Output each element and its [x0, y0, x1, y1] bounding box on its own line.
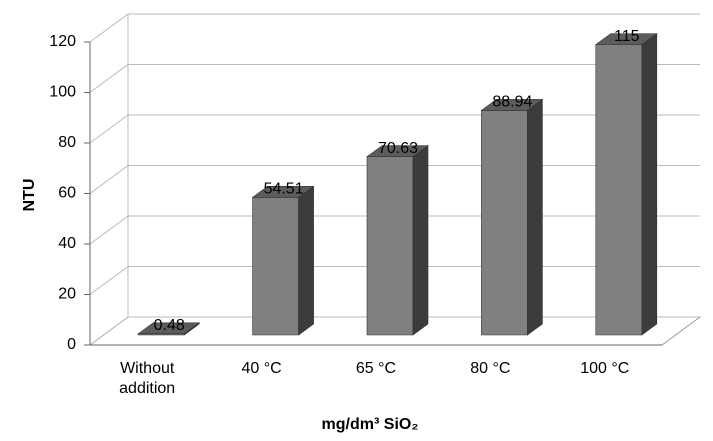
- x-axis-label: mg/dm³ SiO₂: [322, 416, 419, 433]
- x-tick-label: Without addition: [119, 360, 176, 397]
- bar-front: [595, 44, 643, 336]
- bar-top: [137, 322, 201, 335]
- grid-line: [89, 13, 700, 43]
- x-tick-label: 65 °C: [355, 360, 397, 377]
- bar: [480, 98, 544, 336]
- data-label: 54.51: [264, 181, 304, 198]
- bar: [594, 33, 658, 336]
- bar-top: [594, 33, 658, 45]
- y-tick-label: 60: [58, 185, 76, 202]
- bar: [137, 322, 201, 336]
- y-tick-label: 120: [49, 33, 76, 50]
- bar: [366, 145, 429, 336]
- bar-top: [480, 99, 544, 111]
- data-label: 0.48: [154, 317, 185, 334]
- y-tick-label: 0: [67, 336, 76, 353]
- x-tick-label: 80 °C: [470, 360, 511, 377]
- bar-front: [366, 156, 414, 336]
- bar-front: [252, 197, 299, 336]
- data-label: 70.63: [378, 140, 418, 157]
- data-label: 88.94: [492, 94, 532, 111]
- y-axis-label: NTU: [21, 179, 38, 212]
- bar-side: [412, 145, 429, 336]
- bar-side: [527, 98, 543, 336]
- bar-side: [641, 33, 658, 336]
- y-tick-label: 80: [58, 134, 76, 151]
- bar-top: [251, 186, 315, 198]
- bar-top: [366, 145, 429, 157]
- x-tick-label: 100 °C: [580, 360, 630, 377]
- y-tick-label: 100: [49, 84, 76, 101]
- grid-line: [89, 64, 700, 93]
- data-label: 115: [614, 28, 640, 45]
- x-tick-label: 40 °C: [241, 360, 282, 377]
- bar-side: [298, 185, 314, 336]
- bar: [251, 185, 315, 336]
- y-tick-label: 40: [58, 235, 76, 252]
- bar-front: [481, 110, 528, 336]
- y-tick-label: 20: [58, 286, 76, 303]
